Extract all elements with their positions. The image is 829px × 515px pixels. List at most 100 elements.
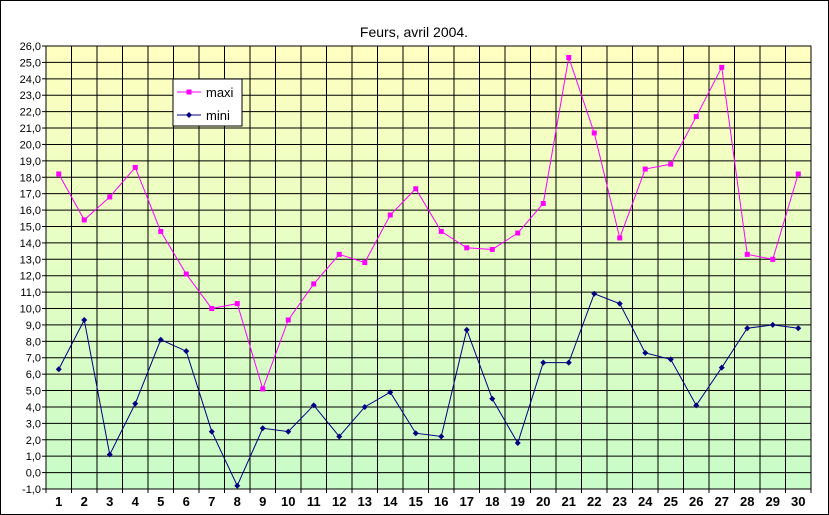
y-tick-label: 12,0	[20, 271, 41, 283]
y-tick-label: 8,0	[26, 336, 41, 348]
data-point-mini	[208, 428, 215, 435]
series-maxi	[56, 54, 801, 392]
legend: maxi mini	[172, 78, 243, 127]
data-point-maxi	[285, 317, 291, 323]
data-point-mini	[259, 425, 266, 432]
y-tick-label: 26,0	[20, 41, 41, 53]
data-point-maxi	[566, 54, 572, 60]
data-point-maxi	[693, 114, 699, 120]
data-point-mini	[667, 356, 674, 363]
data-point-maxi	[362, 260, 368, 266]
x-tick-label: 26	[689, 494, 703, 509]
x-tick-label: 22	[587, 494, 601, 509]
y-tick-label: 23,0	[20, 90, 41, 102]
x-tick-label: 23	[613, 494, 627, 509]
y-tick-label: 19,0	[20, 156, 41, 168]
x-tick-label: 24	[638, 494, 653, 509]
data-point-maxi	[336, 251, 342, 257]
y-tick-label: 4,0	[26, 402, 41, 414]
data-point-mini	[387, 389, 394, 396]
data-point-maxi	[668, 161, 674, 167]
y-tick-label: 11,0	[20, 287, 41, 299]
y-tick-label: 3,0	[26, 418, 41, 430]
y-tick-label: 21,0	[20, 123, 41, 135]
x-tick-label: 21	[562, 494, 576, 509]
data-point-maxi	[158, 228, 164, 234]
series-line-mini	[58, 293, 799, 487]
legend-entry-mini: mini	[177, 108, 230, 123]
y-tick-label: 17,0	[20, 189, 41, 201]
legend-marker	[186, 112, 192, 118]
y-tick-label: 10,0	[20, 304, 41, 316]
series-line-maxi	[58, 57, 799, 391]
data-point-mini	[361, 403, 368, 410]
data-point-mini	[693, 402, 700, 409]
data-point-mini	[81, 317, 88, 324]
data-point-maxi	[464, 245, 470, 251]
data-point-mini	[132, 400, 139, 407]
data-point-mini	[565, 359, 572, 366]
x-tick-label: 27	[715, 494, 729, 509]
data-point-mini	[591, 290, 598, 297]
x-tick-label: 30	[791, 494, 805, 509]
data-point-mini	[412, 430, 419, 437]
data-point-maxi	[438, 228, 444, 234]
data-point-mini	[310, 402, 317, 409]
data-point-mini	[744, 325, 751, 332]
y-tick-label: 16,0	[20, 205, 41, 217]
data-point-maxi	[719, 64, 725, 70]
data-point-maxi	[617, 235, 623, 241]
data-point-maxi	[770, 256, 776, 262]
legend-box	[172, 78, 243, 127]
data-point-mini	[540, 359, 547, 366]
y-tick-label: 20,0	[20, 139, 41, 151]
x-tick-label: 15	[409, 494, 423, 509]
x-tick-label: 20	[536, 494, 550, 509]
x-tick-label: 6	[183, 494, 190, 509]
data-point-mini	[157, 336, 164, 343]
x-tick-label: 2	[81, 494, 88, 509]
y-tick-label: 13,0	[20, 254, 41, 266]
x-tick-label: 4	[132, 494, 140, 509]
x-tick-label: 25	[664, 494, 678, 509]
y-tick-label: 9,0	[26, 320, 41, 332]
y-tick-label: 24,0	[20, 74, 41, 86]
data-point-mini	[336, 433, 343, 440]
x-tick-label: 11	[307, 494, 321, 509]
y-tick-label: 1,0	[26, 451, 41, 463]
x-axis-ticks: 1 2 3 4 5 6 7 8 9 10 11 12 13 14 15 16 17 18 19 20 21 22 23 24 2…	[55, 494, 805, 509]
y-tick-label: 22,0	[20, 107, 41, 119]
data-point-maxi	[209, 306, 215, 312]
series-mini	[55, 290, 802, 489]
y-tick-label: 14,0	[20, 238, 41, 250]
data-point-maxi	[132, 164, 138, 170]
series-layer	[55, 54, 802, 489]
x-tick-label: 16	[434, 494, 448, 509]
data-point-maxi	[107, 194, 113, 200]
legend-label: mini	[206, 108, 230, 123]
data-point-mini	[55, 366, 62, 373]
data-point-maxi	[183, 271, 189, 277]
x-tick-label: 18	[485, 494, 499, 509]
x-tick-label: 7	[208, 494, 215, 509]
data-point-mini	[463, 326, 470, 333]
data-point-maxi	[489, 246, 495, 252]
data-point-maxi	[234, 301, 240, 307]
x-tick-label: 14	[383, 494, 398, 509]
data-point-mini	[514, 440, 521, 447]
y-tick-label: 0,0	[26, 468, 41, 480]
x-tick-label: 13	[358, 494, 372, 509]
y-tick-label: 2,0	[26, 435, 41, 447]
y-tick-label: 6,0	[26, 369, 41, 381]
data-point-mini	[106, 451, 113, 458]
data-point-maxi	[591, 130, 597, 136]
data-point-maxi	[540, 201, 546, 207]
y-tick-label: 5,0	[26, 386, 41, 398]
data-point-maxi	[311, 281, 317, 287]
x-tick-label: 3	[106, 494, 113, 509]
data-point-mini	[718, 364, 725, 371]
data-point-maxi	[387, 212, 393, 218]
chart-title: Feurs, avril 2004.	[360, 24, 468, 40]
